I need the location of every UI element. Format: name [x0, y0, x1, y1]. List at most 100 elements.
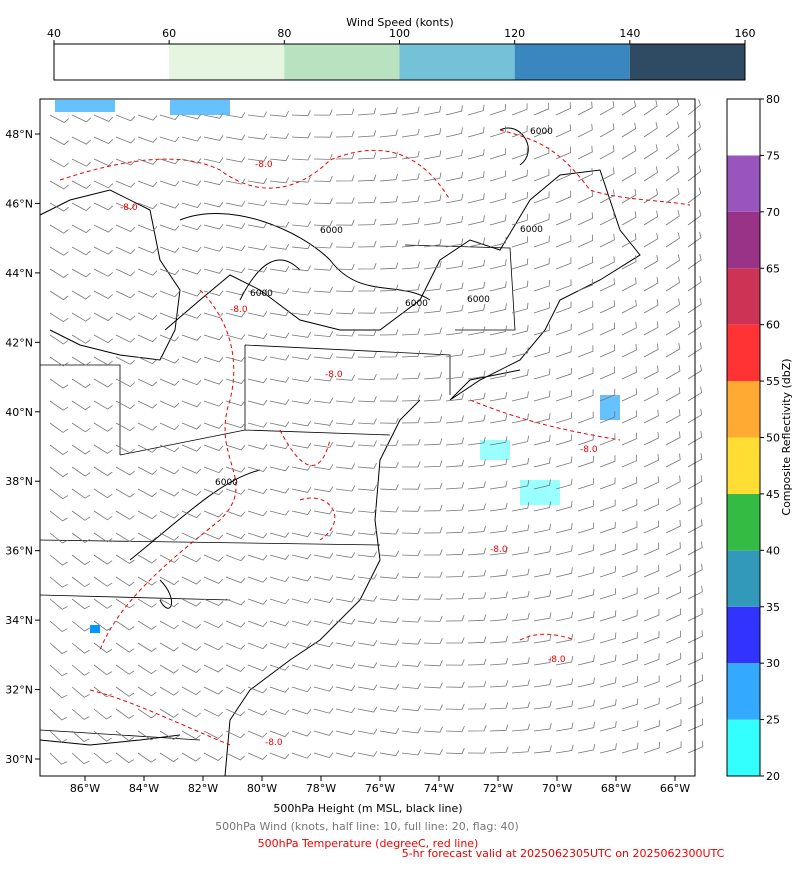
- wind-barb: [159, 620, 179, 630]
- wind-barb: [203, 730, 223, 739]
- wind-barb: [599, 543, 616, 556]
- wind-barb: [247, 355, 268, 362]
- caption: 500hPa Wind (knots, half line: 10, full …: [215, 820, 519, 833]
- wind-barb: [291, 664, 312, 671]
- wind-barb: [533, 346, 551, 358]
- wind-barb: [247, 133, 268, 140]
- wind-barb: [643, 631, 660, 644]
- map-frame: [39, 98, 696, 777]
- wind-barb: [621, 189, 637, 204]
- wind-barb: [401, 660, 421, 667]
- wind-barb: [71, 730, 90, 743]
- wind-barb: [49, 466, 69, 478]
- wind-barb: [203, 554, 224, 562]
- wind-barb: [423, 704, 443, 711]
- wind-barb: [621, 100, 637, 116]
- lat-tick-label: 34°N: [5, 614, 33, 627]
- wind-barb: [467, 281, 486, 292]
- wind-barb: [489, 702, 509, 710]
- wind-barb: [621, 122, 637, 138]
- wind-barb: [137, 356, 158, 365]
- wind-barb: [291, 176, 311, 183]
- temperature-contour-label: -8.0: [255, 160, 273, 170]
- wind-barb: [313, 331, 334, 338]
- wind-barb: [687, 187, 702, 204]
- wind-barb: [599, 743, 617, 754]
- wind-barb: [533, 235, 550, 248]
- wind-barb: [665, 674, 682, 688]
- wind-barb: [445, 526, 465, 534]
- wind-barb: [115, 444, 135, 454]
- height-contour-label: 6000: [215, 478, 238, 488]
- wind-barb: [445, 260, 464, 270]
- wind-barb: [511, 745, 531, 754]
- wind-barb: [357, 240, 377, 248]
- wind-barb: [137, 334, 158, 343]
- wind-barb: [203, 246, 224, 252]
- wind-barb: [71, 752, 90, 765]
- wind-barb: [511, 701, 530, 710]
- wind-barb: [467, 326, 486, 336]
- wind-barb: [687, 453, 703, 468]
- wind-barb: [71, 334, 91, 344]
- wind-barb: [225, 576, 246, 584]
- wind-barb: [313, 464, 334, 471]
- wind-barb: [203, 510, 224, 518]
- wind-barb: [269, 598, 290, 605]
- wind-barb: [643, 144, 658, 160]
- caption: 500hPa Height (m MSL, black line): [273, 802, 462, 815]
- wind-barb: [533, 545, 552, 556]
- wind-barb: [687, 276, 702, 292]
- wind-barb: [577, 168, 593, 182]
- wind-barb: [445, 193, 464, 204]
- wind-barb: [489, 303, 507, 314]
- wind-barb: [533, 678, 552, 688]
- wind-barb: [247, 333, 268, 339]
- wind-barb: [665, 99, 680, 116]
- reflectivity-color-bin: [727, 437, 760, 494]
- wind-barb: [489, 525, 508, 534]
- wind-barb: [467, 658, 487, 666]
- wind-barb: [643, 542, 660, 556]
- wind-barb: [159, 400, 180, 408]
- wind-barb: [665, 210, 680, 226]
- wind-barb: [577, 699, 595, 710]
- wind-barb: [291, 287, 312, 294]
- wind-barb: [511, 280, 529, 292]
- wind-barb: [313, 286, 333, 293]
- wind-barb: [379, 639, 400, 646]
- reflectivity-color-bin: [727, 719, 760, 776]
- wind-barb: [225, 134, 246, 141]
- wind-barb: [71, 290, 91, 300]
- wind-barb: [489, 458, 508, 468]
- wind-barb: [269, 421, 290, 427]
- wind-barb: [335, 175, 355, 182]
- wind-barb: [577, 743, 596, 754]
- reflectivity-tick-label: 35: [766, 601, 780, 614]
- wind-barb: [137, 290, 158, 298]
- wind-barb: [467, 747, 487, 754]
- reflectivity-color-bin: [727, 324, 760, 382]
- wind-barb: [445, 437, 464, 446]
- wind-barb: [643, 188, 659, 204]
- wind-barb: [335, 507, 356, 514]
- wind-barb: [665, 276, 680, 292]
- wind-barb: [687, 585, 703, 600]
- wind-barb: [269, 310, 290, 317]
- wind-barb: [225, 488, 246, 495]
- wind-barb: [137, 158, 158, 165]
- wind-barb: [181, 554, 202, 563]
- wind-barb: [467, 525, 486, 534]
- wind-barb: [511, 125, 528, 138]
- wind-barb: [423, 238, 442, 248]
- wind-barb: [423, 438, 443, 446]
- wind-barb: [335, 707, 356, 714]
- wind-barb: [379, 550, 399, 557]
- wind-barb: [511, 302, 529, 314]
- wind-barb: [577, 610, 595, 622]
- wind-barb: [115, 290, 136, 299]
- wind-barb: [49, 422, 69, 433]
- wind-barb: [313, 131, 333, 138]
- wind-barb: [291, 420, 312, 427]
- wind-barb: [379, 351, 399, 358]
